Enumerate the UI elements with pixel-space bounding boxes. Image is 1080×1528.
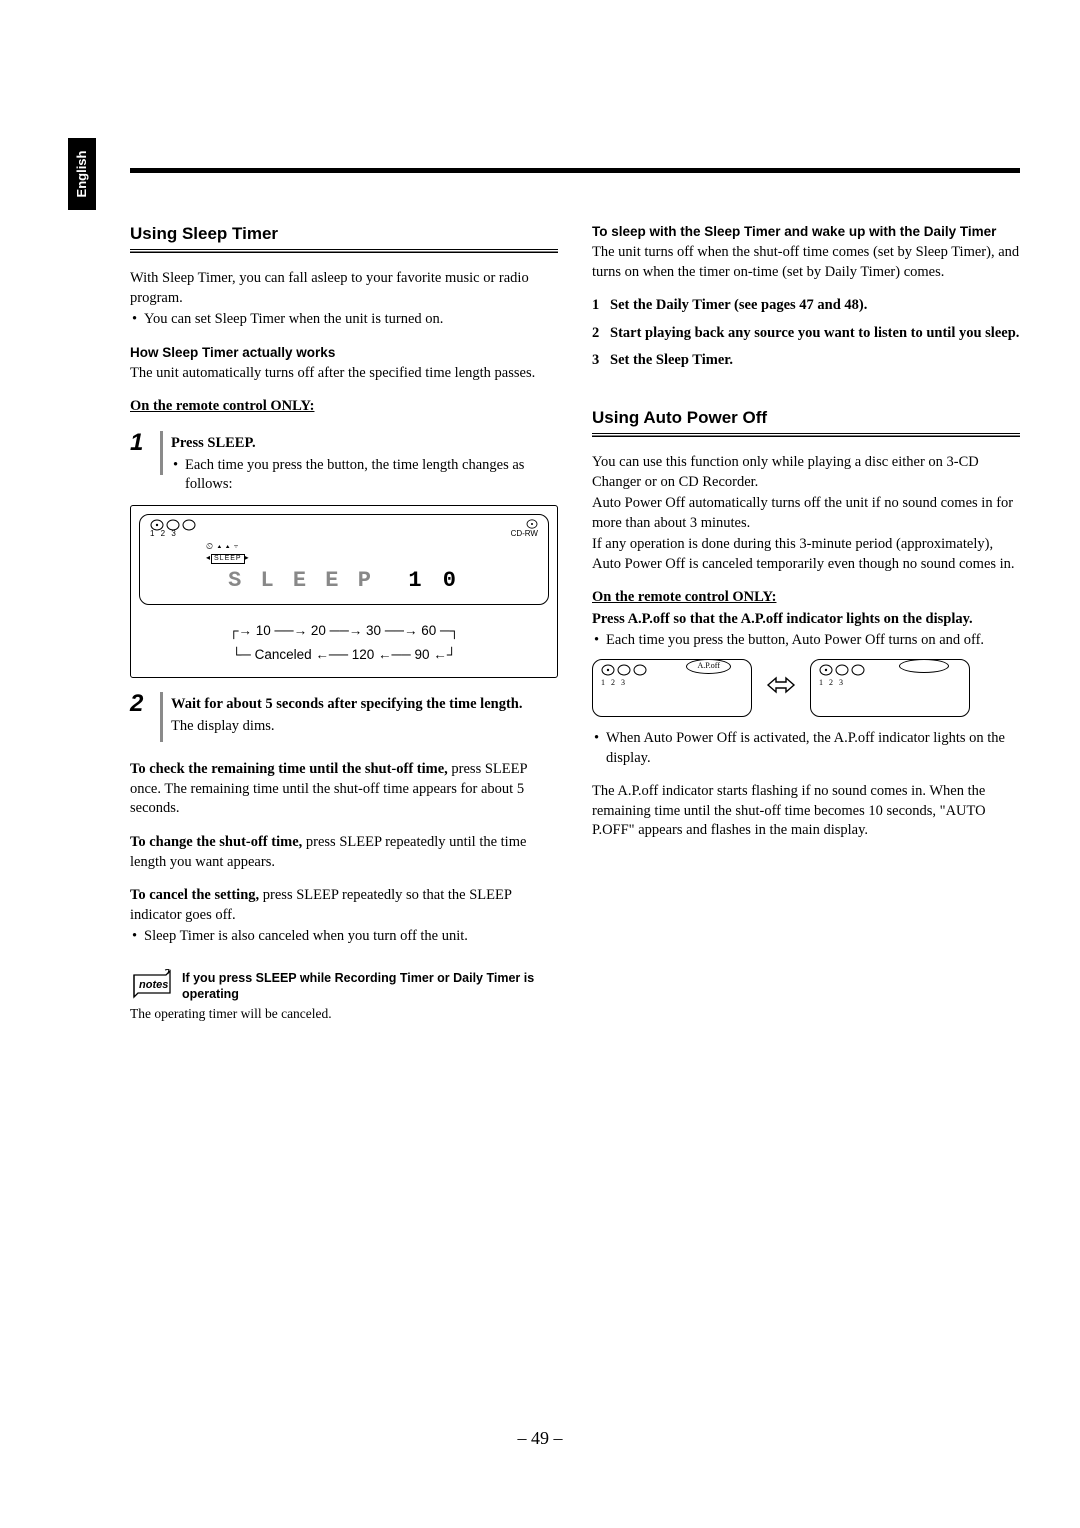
intro-text: With Sleep Timer, you can fall asleep to… (130, 269, 558, 308)
step-2-title: Wait for about 5 seconds after specifyin… (171, 695, 558, 715)
notes-title: If you press SLEEP while Recording Timer… (182, 970, 558, 1003)
press-apoff-bullet: Each time you press the button, Auto Pow… (594, 631, 1020, 651)
apo-p3: If any operation is done during this 3-m… (592, 535, 1020, 574)
top-rule (130, 168, 1020, 173)
step-1-title: Press SLEEP. (171, 434, 558, 454)
section-title-sleep: Using Sleep Timer (130, 223, 558, 246)
step-1-bullet: Each time you press the button, the time… (173, 456, 558, 495)
cancel-para: To cancel the setting, press SLEEP repea… (130, 886, 558, 925)
how-heading: How Sleep Timer actually works (130, 344, 558, 362)
step-bar (160, 692, 163, 742)
apo-p1: You can use this function only while pla… (592, 453, 1020, 492)
step-2-body: The display dims. (171, 717, 558, 737)
double-arrow-icon (766, 676, 796, 701)
language-tab-label: English (73, 151, 91, 198)
combo-step-2: Start playing back any source you want t… (592, 324, 1020, 344)
disc-icon-right (526, 519, 538, 529)
combo-heading: To sleep with the Sleep Timer and wake u… (592, 223, 1020, 241)
lcd-cdrw: CD-RW (511, 529, 538, 540)
lcd-sleep-label: SLEEP (211, 554, 245, 564)
language-tab: English (68, 138, 96, 210)
how-body: The unit automatically turns off after t… (130, 364, 558, 384)
press-apoff: Press A.P.off so that the A.P.off indica… (592, 610, 1020, 630)
apoff-diagram: A.P.off 1 2 3 (592, 659, 1020, 717)
notes-icon: notes (130, 969, 174, 1003)
apoff-lcd-off: 1 2 3 (810, 659, 970, 717)
cancel-bullet: Sleep Timer is also canceled when you tu… (132, 927, 558, 947)
lcd-panel: 1 2 3 CD-RW ⏲ ▴ ▴ ▿ ◂SLEEP▸ S L E E P 1 … (139, 514, 549, 605)
title-rule (130, 249, 558, 253)
activated-bullet: When Auto Power Off is activated, the A.… (594, 729, 1020, 768)
step-2-number: 2 (130, 692, 152, 716)
timer-cycle: ┌→ 10 ──→ 20 ──→ 30 ──→ 60 ─┐ └─ Cancele… (139, 619, 549, 668)
combo-body: The unit turns off when the shut-off tim… (592, 243, 1020, 282)
notes-block: notes If you press SLEEP while Recording… (130, 969, 558, 1003)
right-column: To sleep with the Sleep Timer and wake u… (592, 223, 1020, 1025)
sleep-display-diagram: 1 2 3 CD-RW ⏲ ▴ ▴ ▿ ◂SLEEP▸ S L E E P 1 … (130, 505, 558, 679)
remote-only-label: On the remote control ONLY: (130, 397, 558, 417)
combo-step-1: Set the Daily Timer (see pages 47 and 48… (592, 296, 1020, 316)
section-title-apo: Using Auto Power Off (592, 407, 1020, 430)
flashing-body: The A.P.off indicator starts flashing if… (592, 782, 1020, 841)
apoff-empty-badge (899, 659, 949, 673)
combo-steps: Set the Daily Timer (see pages 47 and 48… (592, 296, 1020, 371)
apoff-badge: A.P.off (686, 659, 731, 674)
lcd-main: S L E E P 1 0 (150, 566, 538, 596)
step-1-number: 1 (130, 431, 152, 455)
remote-only-label-2: On the remote control ONLY: (592, 588, 1020, 608)
apo-p2: Auto Power Off automatically turns off t… (592, 494, 1020, 533)
page-content: Using Sleep Timer With Sleep Timer, you … (130, 168, 1020, 1025)
step-2: 2 Wait for about 5 seconds after specify… (130, 692, 558, 742)
title-rule (592, 433, 1020, 437)
intro-bullet: You can set Sleep Timer when the unit is… (132, 310, 558, 330)
combo-step-3: Set the Sleep Timer. (592, 351, 1020, 371)
lcd-nums: 1 2 3 (150, 529, 178, 540)
change-para: To change the shut-off time, press SLEEP… (130, 833, 558, 872)
step-1: 1 Press SLEEP. Each time you press the b… (130, 431, 558, 497)
notes-body: The operating timer will be canceled. (130, 1005, 558, 1023)
step-bar (160, 431, 163, 475)
svg-text:notes: notes (139, 979, 168, 991)
page-number: – 49 – (0, 1426, 1080, 1450)
check-para: To check the remaining time until the sh… (130, 760, 558, 819)
apoff-lcd-on: A.P.off 1 2 3 (592, 659, 752, 717)
left-column: Using Sleep Timer With Sleep Timer, you … (130, 223, 558, 1025)
